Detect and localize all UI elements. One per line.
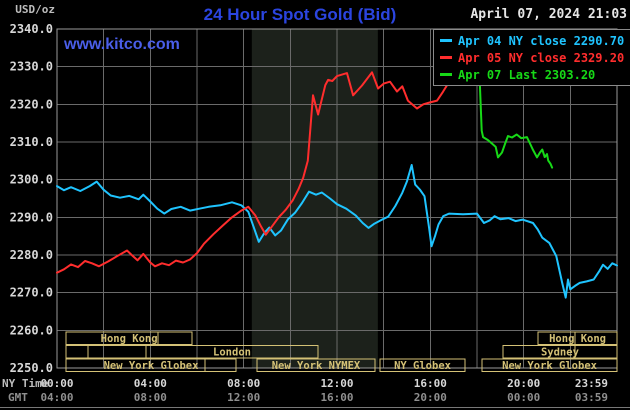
session-label-hong-kong: Hong Kong [549,333,606,345]
x-tick-gmt: 08:00 [134,391,167,404]
datetime-label: April 07, 2024 21:03 [470,7,627,22]
session-label-new-york-globex: New York Globex [104,360,200,372]
y-tick-label: 2280.0 [10,248,53,262]
legend-swatch-apr04 [440,39,452,42]
y-tick-label: 2330.0 [10,60,53,74]
chart-title: 24 Hour Spot Gold (Bid) [203,5,397,24]
session-label-hong-kong: Hong Kong [101,333,158,345]
legend-swatch-apr07 [440,73,452,76]
session-label-new-york-globex: New York Globex [502,360,598,372]
session-box-segment [87,345,147,359]
x-tick-ny-time: 23:59 [575,377,608,390]
gmt-axis-label: GMT [8,391,28,404]
session-box-hong-kong [65,331,193,345]
session-label-new-york-nymex: New York NYMEX [272,360,361,372]
y-tick-label: 2320.0 [10,97,53,111]
session-label-sydney: Sydney [541,347,580,359]
y-tick-label: 2340.0 [10,22,53,36]
x-tick-ny-time: 04:00 [134,377,167,390]
series-apr-04-line [56,164,618,299]
x-tick-ny-time: 08:00 [227,377,260,390]
legend-label-apr05: Apr 05 NY close 2329.20 [458,50,625,65]
x-tick-ny-time: 00:00 [40,377,73,390]
y-tick-label: 2260.0 [10,323,53,337]
legend-label-apr07: Apr 07 Last 2303.20 [458,67,596,82]
series-apr-05-line [56,68,469,274]
session-box-new-york-nymex [256,358,376,372]
session-box-sydney [502,345,618,359]
y-tick-label: 2300.0 [10,173,53,187]
x-tick-ny-time: 16:00 [414,377,447,390]
nymex-session-highlight-band [251,29,378,368]
kitco-watermark-link[interactable]: www.kitco.com [64,36,180,53]
plot-border [56,28,618,369]
x-tick-gmt: 00:00 [507,391,540,404]
x-tick-gmt: 03:59 [575,391,608,404]
session-label-london: London [213,347,251,359]
y-tick-label: 2290.0 [10,210,53,224]
y-tick-label: 2270.0 [10,286,53,300]
legend-item-apr07: Apr 07 Last 2303.20 [440,66,630,83]
legend-item-apr04: Apr 04 NY close 2290.70 [440,32,630,49]
legend-label-apr04: Apr 04 NY close 2290.70 [458,33,625,48]
bottom-divider [0,407,630,408]
x-tick-ny-time: 12:00 [320,377,353,390]
x-tick-gmt: 12:00 [227,391,260,404]
legend-item-apr05: Apr 05 NY close 2329.20 [440,49,630,66]
x-tick-gmt: 16:00 [320,391,353,404]
y-tick-label: 2250.0 [10,361,53,375]
x-tick-gmt: 20:00 [414,391,447,404]
session-box-london [145,345,319,359]
session-box-new-york-globex [65,358,237,372]
x-tick-ny-time: 20:00 [507,377,540,390]
session-box-ny-globex [379,358,466,372]
legend-swatch-apr05 [440,56,452,59]
session-box-new-york-globex [481,358,618,372]
x-tick-gmt: 04:00 [40,391,73,404]
unit-label: USD/oz [15,3,55,16]
session-box-hong-kong [537,331,618,345]
series-apr-07-line [466,68,554,169]
legend-box: Apr 04 NY close 2290.70 Apr 05 NY close … [433,29,630,86]
ny-time-axis-label: NY Time [2,377,49,390]
session-label-ny-globex: NY Globex [394,360,452,372]
session-box-segment [65,345,89,359]
y-tick-label: 2310.0 [10,135,53,149]
